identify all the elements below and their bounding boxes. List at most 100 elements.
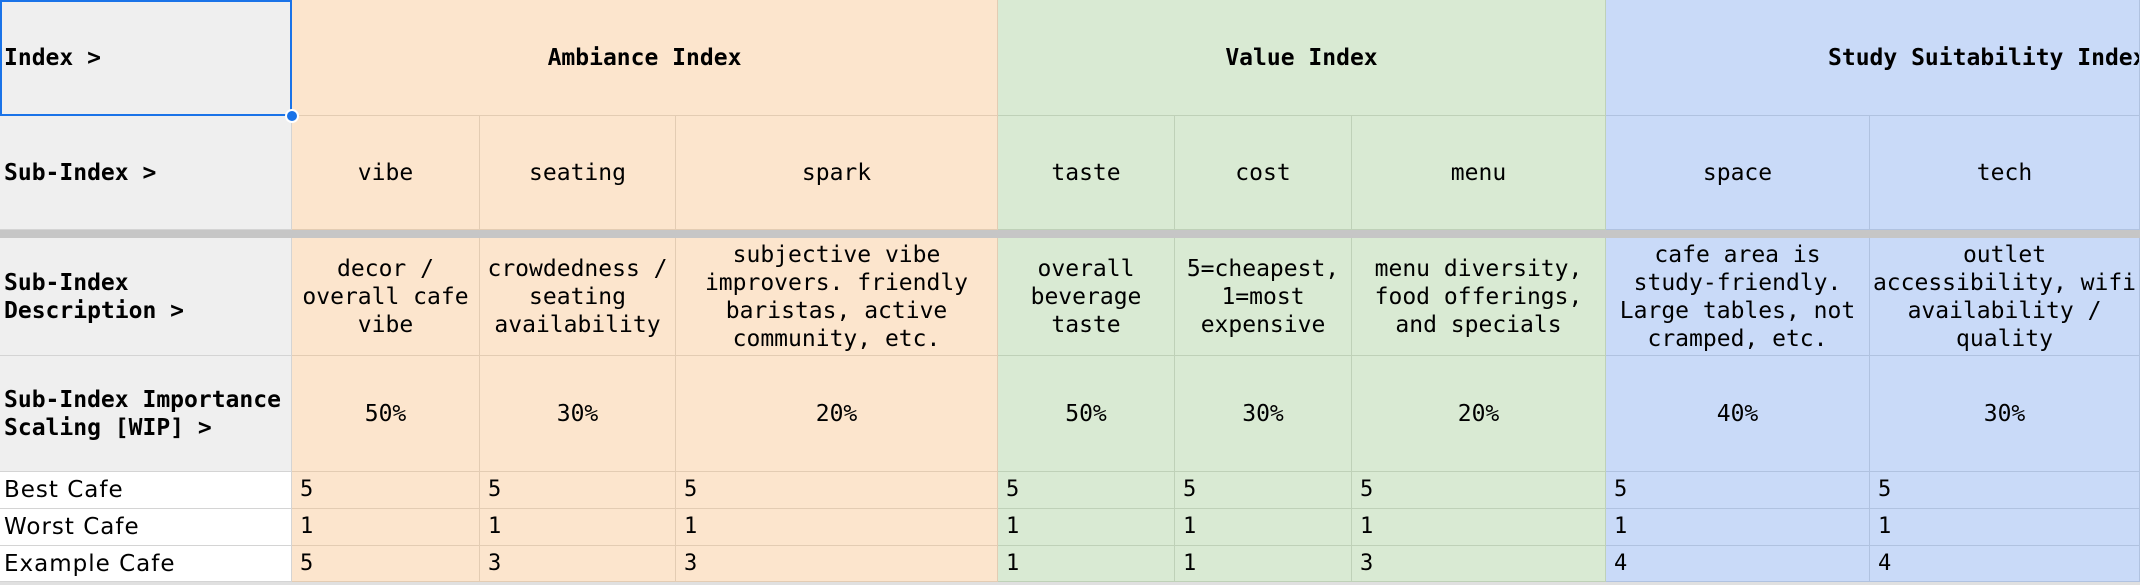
sub-index-name: seating [529, 159, 626, 186]
importance-tech[interactable]: 30% [1870, 356, 2140, 472]
importance-menu[interactable]: 20% [1352, 356, 1606, 472]
sub-index-seating[interactable]: seating [480, 116, 676, 230]
score-cell[interactable]: 5 [1870, 472, 2140, 509]
description-label: Sub-Index Description > [4, 269, 185, 324]
score-value: 3 [684, 550, 698, 576]
score-value: 5 [488, 477, 502, 502]
importance-space[interactable]: 40% [1606, 356, 1870, 472]
table-row-name[interactable]: Example Cafe [0, 546, 292, 582]
description-space[interactable]: cafe area is study-friendly. Large table… [1606, 238, 1870, 356]
score-value: 1 [1614, 514, 1628, 539]
ambiance-index-header[interactable]: Ambiance Index [292, 0, 998, 116]
score-value: 1 [1878, 514, 1892, 539]
sub-index-taste[interactable]: taste [998, 116, 1175, 230]
description-label-cell[interactable]: Sub-Index Description > [0, 238, 292, 356]
importance-value: 30% [1242, 400, 1284, 427]
score-value: 1 [1006, 514, 1020, 539]
cafe-name: Best Cafe [4, 477, 124, 503]
score-cell[interactable]: 1 [676, 509, 998, 546]
score-value: 1 [1360, 514, 1374, 539]
importance-label-cell[interactable]: Sub-Index Importance Scaling [WIP] > [0, 356, 292, 472]
sub-index-description: menu diversity, food offerings, and spec… [1374, 255, 1583, 338]
importance-value: 20% [815, 400, 858, 427]
description-vibe[interactable]: decor / overall cafe vibe [292, 238, 480, 356]
description-cost[interactable]: 5=cheapest, 1=most expensive [1175, 238, 1352, 356]
sub-index-name: cost [1235, 159, 1291, 186]
sub-index-name: space [1702, 159, 1773, 186]
score-value: 3 [488, 550, 502, 576]
sub-index-description: cafe area is study-friendly. Large table… [1619, 241, 1856, 352]
score-value: 1 [684, 514, 698, 539]
score-cell[interactable]: 1 [998, 509, 1175, 546]
score-cell[interactable]: 1 [1175, 509, 1352, 546]
study-index-header[interactable]: Study Suitability Index [1606, 0, 2140, 116]
frozen-rows-divider[interactable] [0, 230, 2140, 238]
score-cell[interactable]: 5 [480, 472, 676, 509]
sub-index-description: outlet accessibility, wifi availability … [1872, 241, 2137, 352]
score-cell[interactable]: 5 [1352, 472, 1606, 509]
description-menu[interactable]: menu diversity, food offerings, and spec… [1352, 238, 1606, 356]
description-tech[interactable]: outlet accessibility, wifi availability … [1870, 238, 2140, 356]
importance-value: 20% [1457, 400, 1500, 427]
importance-cost[interactable]: 30% [1175, 356, 1352, 472]
score-cell[interactable]: 1 [1175, 546, 1352, 582]
grid-bottom-edge [0, 582, 2140, 585]
cafe-name: Example Cafe [4, 550, 176, 577]
score-cell[interactable]: 5 [292, 546, 480, 582]
sub-index-vibe[interactable]: vibe [292, 116, 480, 230]
score-value: 5 [684, 477, 698, 502]
score-value: 5 [300, 477, 314, 502]
sub-index-cost[interactable]: cost [1175, 116, 1352, 230]
score-cell[interactable]: 5 [998, 472, 1175, 509]
score-cell[interactable]: 1 [1352, 509, 1606, 546]
value-index-title: Value Index [1225, 44, 1378, 71]
importance-taste[interactable]: 50% [998, 356, 1175, 472]
sub-index-menu[interactable]: menu [1352, 116, 1606, 230]
sub-index-spark[interactable]: spark [676, 116, 998, 230]
sub-index-name: menu [1450, 159, 1507, 186]
description-spark[interactable]: subjective vibe improvers. friendly bari… [676, 238, 998, 356]
score-cell[interactable]: 5 [1606, 472, 1870, 509]
score-cell[interactable]: 5 [676, 472, 998, 509]
index-label: Index > [4, 44, 101, 71]
score-cell[interactable]: 1 [480, 509, 676, 546]
score-cell[interactable]: 1 [1870, 509, 2140, 546]
score-cell[interactable]: 1 [998, 546, 1175, 582]
score-cell[interactable]: 3 [480, 546, 676, 582]
sub-index-label: Sub-Index > [4, 159, 157, 186]
description-seating[interactable]: crowdedness / seating availability [480, 238, 676, 356]
sub-index-description: overall beverage taste [1030, 255, 1142, 338]
score-cell[interactable]: 5 [1175, 472, 1352, 509]
fill-handle[interactable] [285, 109, 299, 123]
description-taste[interactable]: overall beverage taste [998, 238, 1175, 356]
importance-vibe[interactable]: 50% [292, 356, 480, 472]
score-cell[interactable]: 4 [1606, 546, 1870, 582]
score-value: 5 [1614, 477, 1628, 502]
sub-index-name: taste [1051, 159, 1121, 186]
sub-index-description: decor / overall cafe vibe [302, 255, 469, 338]
score-value: 4 [1878, 550, 1892, 576]
sub-index-space[interactable]: space [1606, 116, 1870, 230]
importance-label: Sub-Index Importance Scaling [WIP] > [4, 386, 281, 441]
importance-spark[interactable]: 20% [676, 356, 998, 472]
score-value: 5 [1183, 477, 1197, 502]
score-cell[interactable]: 4 [1870, 546, 2140, 582]
value-index-header[interactable]: Value Index [998, 0, 1606, 116]
importance-seating[interactable]: 30% [480, 356, 676, 472]
score-cell[interactable]: 1 [1606, 509, 1870, 546]
sub-index-label-cell[interactable]: Sub-Index > [0, 116, 292, 230]
sub-index-name: vibe [357, 159, 414, 186]
score-cell[interactable]: 1 [292, 509, 480, 546]
cafe-name: Worst Cafe [4, 514, 140, 540]
score-value: 5 [1006, 477, 1020, 502]
score-cell[interactable]: 5 [292, 472, 480, 509]
table-row-name[interactable]: Best Cafe [0, 472, 292, 509]
score-cell[interactable]: 3 [1352, 546, 1606, 582]
score-value: 1 [488, 514, 502, 539]
index-label-cell[interactable]: Index > [0, 0, 292, 116]
importance-value: 30% [556, 400, 599, 427]
sub-index-tech[interactable]: tech [1870, 116, 2140, 230]
score-cell[interactable]: 3 [676, 546, 998, 582]
table-row-name[interactable]: Worst Cafe [0, 509, 292, 546]
score-value: 5 [300, 550, 314, 576]
